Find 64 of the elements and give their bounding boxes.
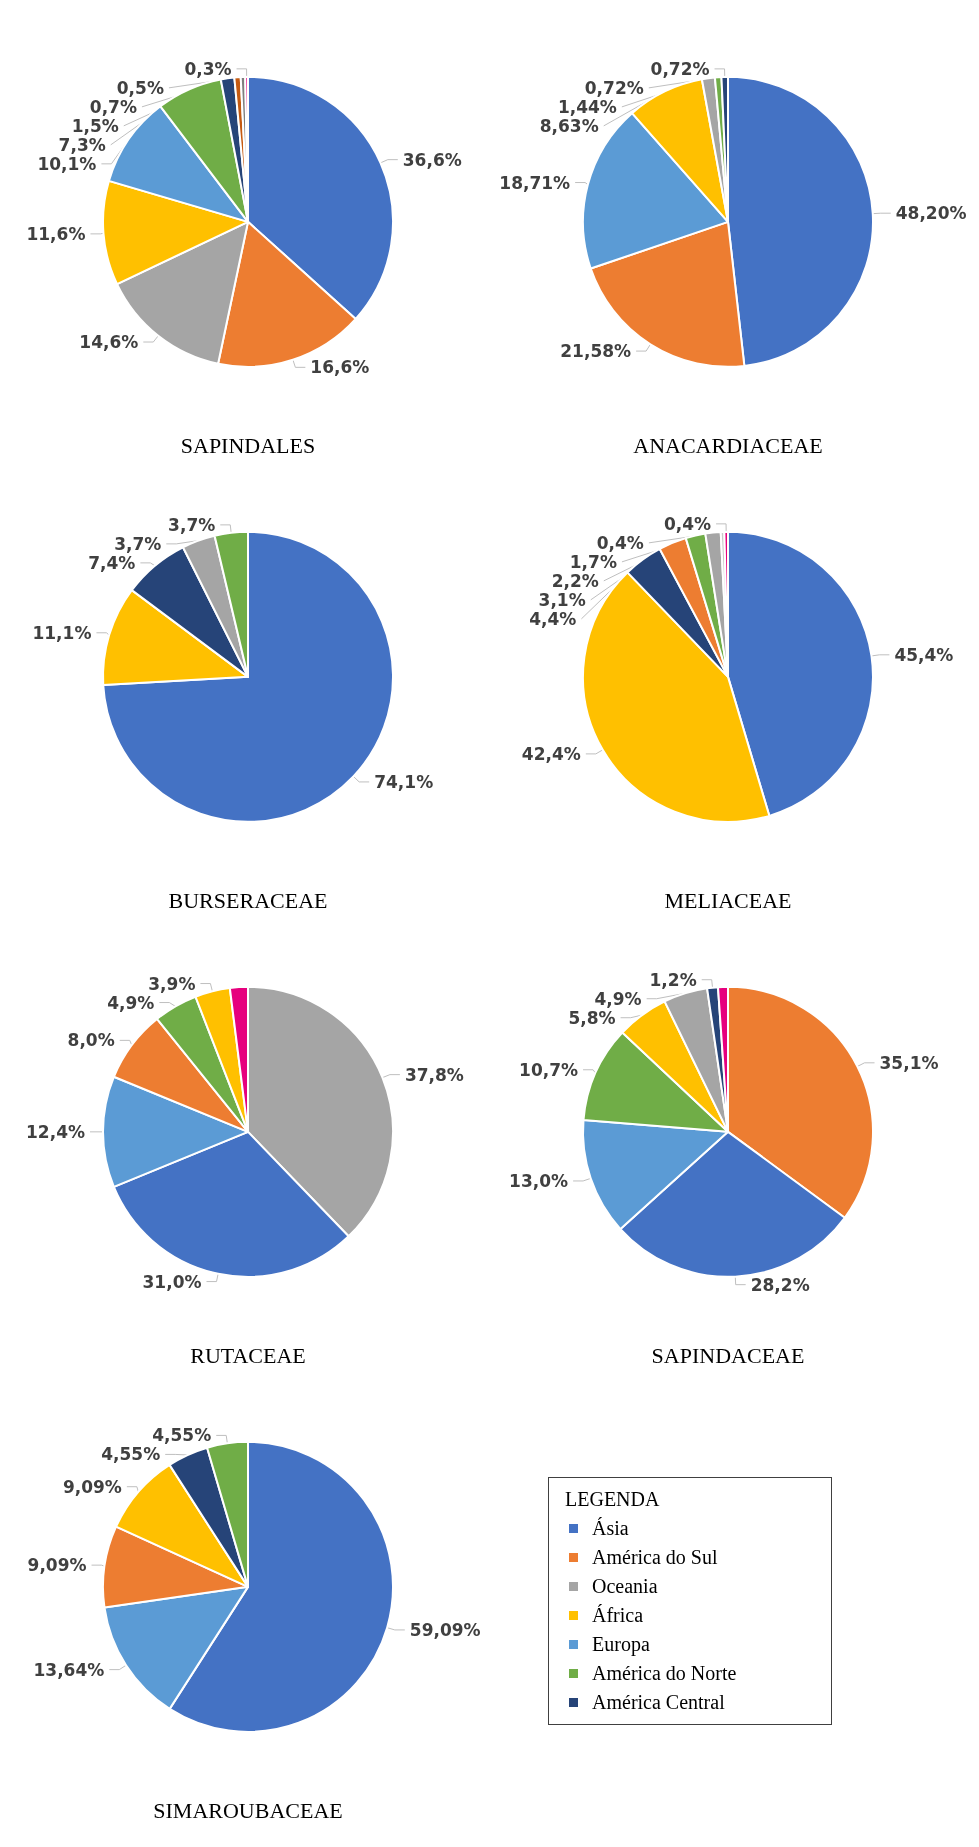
data-label: 7,4% bbox=[88, 552, 136, 573]
data-label: 9,09% bbox=[27, 1555, 87, 1576]
data-label: 9,09% bbox=[62, 1476, 122, 1497]
data-label: 35,1% bbox=[879, 1052, 939, 1073]
data-label: 1,7% bbox=[569, 551, 617, 572]
data-label: 10,7% bbox=[519, 1059, 579, 1080]
data-label: 37,8% bbox=[404, 1064, 464, 1085]
data-label: 0,72% bbox=[650, 58, 710, 79]
data-label: 28,2% bbox=[750, 1274, 810, 1295]
data-label: 8,0% bbox=[67, 1030, 115, 1051]
legend-label: Ásia bbox=[592, 1516, 629, 1540]
data-label: 0,72% bbox=[584, 77, 644, 98]
data-label: 11,1% bbox=[32, 622, 92, 643]
legend-label: América do Sul bbox=[592, 1545, 718, 1569]
data-label: 1,5% bbox=[71, 115, 119, 136]
data-label: 42,4% bbox=[521, 743, 581, 764]
data-label: 4,9% bbox=[594, 988, 642, 1009]
data-label: 31,0% bbox=[142, 1271, 202, 1292]
data-label: 3,7% bbox=[114, 533, 162, 554]
legend-label: Europa bbox=[592, 1632, 650, 1656]
data-label: 1,44% bbox=[557, 96, 617, 117]
data-label: 1,2% bbox=[649, 969, 697, 990]
data-label: 0,4% bbox=[663, 513, 712, 534]
text: ANACARDIACEAE bbox=[633, 432, 823, 458]
text: SAPINDACEAE bbox=[651, 1342, 805, 1368]
data-label: 4,4% bbox=[529, 608, 577, 629]
legend-label: África bbox=[592, 1603, 644, 1627]
data-label: 74,1% bbox=[374, 771, 434, 792]
data-label: 14,6% bbox=[79, 332, 139, 353]
text: SIMAROUBACEAE bbox=[153, 1797, 343, 1823]
data-label: 10,1% bbox=[37, 153, 97, 174]
data-label: 36,6% bbox=[402, 149, 462, 170]
data-label: 18,71% bbox=[499, 172, 571, 193]
data-label: 3,9% bbox=[148, 973, 196, 994]
data-label: 4,55% bbox=[152, 1425, 212, 1446]
text: SAPINDALES bbox=[180, 432, 316, 458]
data-label: 2,2% bbox=[551, 570, 599, 591]
data-label: 0,4% bbox=[596, 532, 644, 553]
data-label: 4,55% bbox=[101, 1444, 161, 1465]
text: MELIACEAE bbox=[664, 887, 792, 913]
legend-label: América Central bbox=[592, 1690, 725, 1714]
legend-label: América do Norte bbox=[592, 1661, 737, 1685]
data-label: 0,7% bbox=[89, 96, 137, 117]
data-label: 0,3% bbox=[184, 58, 232, 79]
legend-label: Oceania bbox=[592, 1574, 658, 1598]
data-label: 3,1% bbox=[538, 589, 586, 610]
data-label: 5,8% bbox=[568, 1007, 616, 1028]
data-label: 16,6% bbox=[310, 357, 370, 378]
text: RUTACEAE bbox=[190, 1342, 306, 1368]
data-label: 21,58% bbox=[560, 341, 632, 362]
text: BURSERACEAE bbox=[168, 887, 328, 913]
data-label: 8,63% bbox=[539, 115, 599, 136]
data-label: 13,0% bbox=[509, 1170, 569, 1191]
legend-title: LEGENDA bbox=[565, 1487, 661, 1511]
data-label: 48,20% bbox=[895, 203, 967, 224]
data-label: 11,6% bbox=[26, 223, 86, 244]
data-label: 3,7% bbox=[168, 514, 216, 535]
data-label: 4,9% bbox=[107, 992, 155, 1013]
data-label: 0,5% bbox=[116, 77, 164, 98]
data-label: 12,4% bbox=[26, 1121, 85, 1142]
data-label: 45,4% bbox=[894, 644, 954, 665]
data-label: 13,64% bbox=[33, 1659, 105, 1680]
data-label: 7,3% bbox=[58, 134, 106, 155]
data-label: 59,09% bbox=[409, 1619, 481, 1640]
